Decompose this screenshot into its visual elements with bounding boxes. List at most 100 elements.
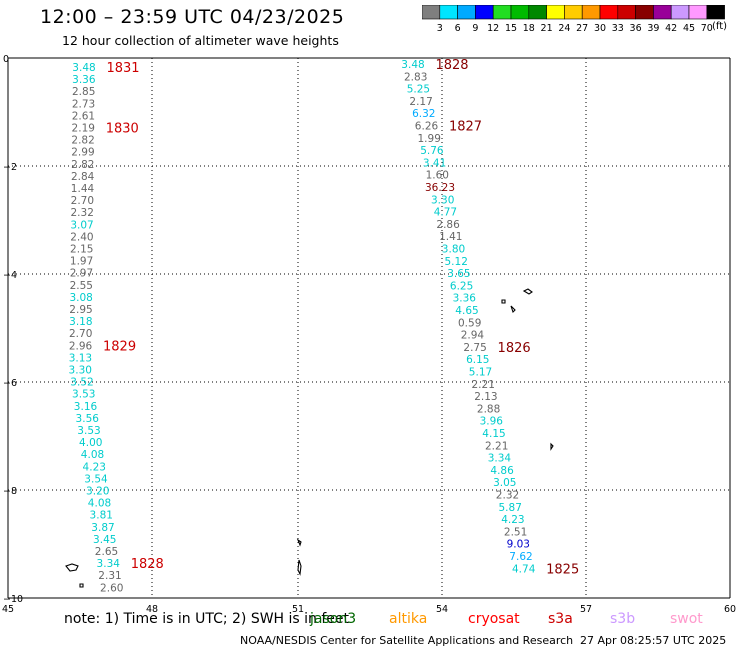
wave-height-value: 2.31 — [98, 570, 121, 582]
longitude-tick-label: 54 — [436, 604, 448, 615]
wave-height-value: 3.07 — [70, 219, 93, 231]
color-scale-unit: (ft) — [712, 21, 728, 32]
wave-height-value: 2.70 — [69, 328, 92, 340]
wave-height-value: 2.84 — [71, 171, 95, 183]
wave-height-value: 3.36 — [72, 74, 96, 86]
wave-height-value: 3.54 — [84, 473, 108, 485]
wave-height-value: 2.95 — [69, 304, 92, 316]
wave-height-value: 2.17 — [409, 96, 432, 108]
wave-height-value: 5.17 — [469, 367, 492, 379]
wave-height-value: 9.03 — [507, 539, 530, 551]
color-scale-label: 27 — [576, 23, 588, 34]
wave-height-value: 2.70 — [71, 195, 94, 207]
wave-height-value: 2.32 — [71, 207, 94, 219]
wave-height-value: 2.65 — [95, 546, 118, 558]
coastline-fragment — [65, 563, 79, 572]
wave-height-value: 4.08 — [81, 449, 104, 461]
color-scale-label: 30 — [594, 23, 606, 34]
wave-height-value: 2.60 — [100, 582, 123, 594]
satellite-legend-s3b: s3b — [610, 611, 636, 627]
latitude-tick-label: −2 — [3, 162, 17, 173]
wave-height-value: 3.34 — [488, 453, 512, 465]
wave-height-value: 3.18 — [69, 316, 92, 328]
wave-height-value: 4.74 — [512, 563, 536, 575]
satellite-legend-swot: swot — [670, 611, 703, 627]
wave-height-value: 2.75 — [463, 342, 486, 354]
color-scale-label: 33 — [612, 23, 624, 34]
wave-height-value: 4.00 — [79, 437, 102, 449]
wave-height-value: 3.45 — [93, 534, 116, 546]
wave-height-value: 2.82 — [71, 159, 94, 171]
color-scale-label: 18 — [523, 23, 535, 34]
wave-height-value: 3.30 — [431, 194, 454, 206]
color-scale-swatch — [706, 5, 725, 20]
wave-height-value: 2.88 — [477, 403, 500, 415]
wave-height-value: 4.08 — [88, 498, 111, 510]
track-time-label: 1828 — [435, 58, 468, 73]
wave-height-value: 3.87 — [91, 522, 114, 534]
track-time-label: 1827 — [449, 120, 482, 135]
wave-height-value: 3.52 — [70, 377, 93, 389]
coastline-fragment — [79, 583, 84, 588]
wave-height-value: 3.05 — [493, 477, 516, 489]
color-scale-label: 45 — [683, 23, 695, 34]
wave-height-value: 3.48 — [72, 62, 95, 74]
wave-height-value: 3.34 — [97, 558, 121, 570]
wave-height-value: 2.13 — [474, 391, 497, 403]
track-time-label: 1829 — [103, 339, 136, 354]
wave-height-value: 2.94 — [461, 330, 485, 342]
coastline-fragment — [501, 299, 506, 304]
longitude-tick-label: 60 — [724, 604, 736, 615]
wave-height-value: 6.26 — [415, 121, 439, 133]
wave-height-value: 7.62 — [509, 551, 532, 563]
track-time-label: 1830 — [106, 122, 139, 137]
color-scale-label: 70 — [701, 23, 713, 34]
coastline-fragment — [510, 305, 516, 314]
longitude-tick-label: 48 — [146, 604, 158, 615]
wave-height-value: 2.32 — [496, 490, 519, 502]
wave-height-value: 1.60 — [426, 170, 449, 182]
wave-height-value: 3.65 — [447, 268, 470, 280]
footer-timestamp: 27 Apr 08:25:57 UTC 2025 — [580, 634, 727, 647]
wave-height-value: 3.20 — [86, 486, 109, 498]
wave-height-value: 3.36 — [453, 293, 477, 305]
footer-note: note: 1) Time is in UTC; 2) SWH is in fe… — [64, 611, 350, 627]
wave-height-value: 2.83 — [404, 71, 427, 83]
color-scale-label: 36 — [630, 23, 642, 34]
wave-height-value: 3.16 — [74, 401, 98, 413]
satellite-legend-cryosat: cryosat — [468, 611, 520, 627]
latitude-tick-label: 0 — [3, 54, 9, 65]
wave-height-value: 4.23 — [83, 461, 106, 473]
wave-height-value: 3.80 — [442, 244, 465, 256]
wave-height-value: 1.97 — [70, 256, 93, 268]
wave-height-value: 2.86 — [436, 219, 460, 231]
longitude-tick-label: 51 — [292, 604, 304, 615]
color-scale-label: 6 — [455, 23, 461, 34]
longitude-tick-label: 45 — [2, 604, 14, 615]
wave-height-value: 3.96 — [480, 416, 504, 428]
map-title: 12:00 – 23:59 UTC 04/23/2025 — [40, 6, 345, 28]
wave-height-value: 4.23 — [501, 514, 524, 526]
wave-height-value: 36.23 — [425, 182, 455, 194]
wave-height-value: 5.12 — [445, 256, 468, 268]
color-scale-label: 15 — [505, 23, 517, 34]
latitude-tick-label: −8 — [3, 486, 17, 497]
color-scale-label: 3 — [437, 23, 443, 34]
color-scale-label: 9 — [472, 23, 478, 34]
wave-height-value: 5.76 — [420, 145, 444, 157]
color-scale-legend: 3 6 9 12 15 18 21 24 27 30 33 36 39 42 45 70 — [422, 5, 725, 34]
wave-height-value: 6.15 — [466, 354, 489, 366]
track-time-label: 1825 — [546, 562, 579, 577]
wave-height-value: 2.15 — [70, 244, 93, 256]
latitude-tick-label: −6 — [3, 378, 17, 389]
wave-height-value: 3.56 — [76, 413, 100, 425]
track-time-label: 1828 — [131, 557, 164, 572]
coastline-fragment — [522, 288, 533, 295]
wave-height-value: 4.15 — [482, 428, 505, 440]
color-scale-label: 39 — [647, 23, 659, 34]
map-subtitle: 12 hour collection of altimeter wave hei… — [62, 33, 339, 48]
coastline-fragment — [550, 442, 554, 451]
wave-height-value: 2.96 — [69, 340, 93, 352]
wave-height-value: 1.41 — [439, 231, 462, 243]
